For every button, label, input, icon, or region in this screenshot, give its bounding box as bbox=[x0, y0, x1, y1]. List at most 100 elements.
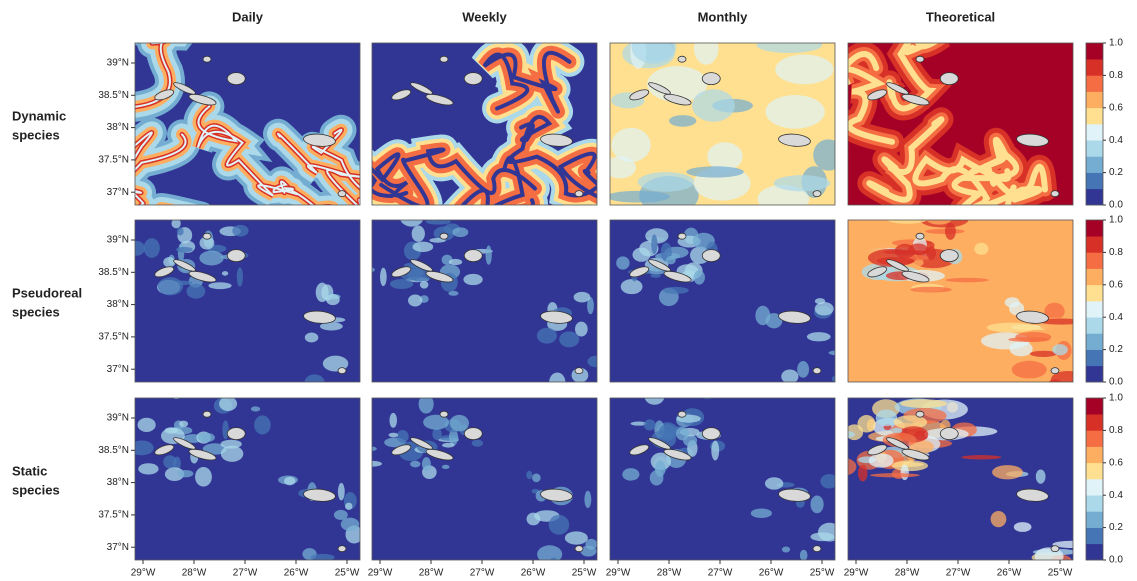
lat-tick-label: 38.5°N bbox=[98, 445, 129, 456]
map-texture bbox=[1052, 344, 1067, 355]
map-texture bbox=[621, 279, 643, 294]
map-background bbox=[848, 220, 1073, 382]
map-texture bbox=[961, 455, 1001, 459]
map-texture bbox=[638, 172, 695, 192]
map-texture bbox=[869, 453, 894, 467]
map-texture bbox=[186, 284, 205, 299]
map-texture bbox=[472, 440, 483, 447]
island bbox=[1051, 368, 1059, 374]
lon-tick-label: 29°W bbox=[131, 568, 156, 579]
map-texture bbox=[604, 156, 636, 178]
island bbox=[338, 368, 346, 374]
colorbar-tick-label: 0.6 bbox=[1109, 457, 1123, 468]
lon-tick-label: 26°W bbox=[521, 568, 546, 579]
colorbar-bin bbox=[1086, 430, 1103, 447]
island bbox=[813, 368, 821, 374]
column-title: Theoretical bbox=[926, 9, 995, 24]
colorbar-bin bbox=[1086, 140, 1103, 157]
map-texture bbox=[669, 115, 696, 127]
map-panel bbox=[127, 209, 384, 398]
island bbox=[702, 250, 720, 262]
map-texture bbox=[341, 518, 359, 531]
map-texture bbox=[892, 460, 928, 471]
map-texture bbox=[345, 503, 352, 510]
colorbar-bin bbox=[1086, 156, 1103, 173]
lon-tick-label: 26°W bbox=[997, 568, 1022, 579]
colorbar-bin bbox=[1086, 189, 1103, 206]
map-texture bbox=[452, 227, 468, 237]
colorbar-tick-label: 1.0 bbox=[1109, 393, 1123, 404]
row-label: Pseudoreal bbox=[12, 285, 82, 300]
colorbar-bin bbox=[1086, 366, 1103, 383]
island bbox=[338, 191, 346, 197]
map-texture bbox=[410, 461, 420, 468]
map-texture bbox=[781, 369, 798, 383]
island bbox=[575, 191, 583, 197]
map-texture bbox=[559, 331, 579, 347]
map-texture bbox=[756, 37, 822, 53]
map-texture bbox=[945, 278, 988, 283]
map-texture bbox=[144, 238, 160, 258]
lat-tick-label: 39°N bbox=[107, 413, 129, 424]
map-texture bbox=[945, 223, 956, 240]
map-texture bbox=[1047, 379, 1064, 393]
map-panel bbox=[364, 390, 597, 575]
map-texture bbox=[543, 562, 568, 568]
island bbox=[440, 56, 448, 62]
island bbox=[440, 411, 448, 417]
map-panel bbox=[604, 30, 843, 215]
colorbar-bin bbox=[1086, 220, 1103, 237]
map-texture bbox=[775, 55, 833, 85]
colorbar-bin bbox=[1086, 92, 1103, 109]
island bbox=[813, 191, 821, 197]
map-texture bbox=[1008, 337, 1050, 342]
colorbar-tick-label: 0.2 bbox=[1109, 522, 1123, 533]
map-texture bbox=[433, 390, 451, 398]
map-texture bbox=[432, 428, 442, 440]
map-texture bbox=[870, 473, 920, 477]
map-texture bbox=[177, 227, 184, 235]
island bbox=[678, 233, 686, 239]
island bbox=[702, 73, 720, 85]
map-texture bbox=[815, 302, 834, 316]
island bbox=[227, 73, 245, 85]
island bbox=[464, 250, 482, 262]
map-texture bbox=[284, 477, 295, 486]
island bbox=[464, 428, 482, 440]
colorbar-bin bbox=[1086, 43, 1103, 60]
map-texture bbox=[800, 550, 808, 561]
map-texture bbox=[638, 386, 656, 396]
map-panel bbox=[130, 390, 386, 563]
map-texture bbox=[338, 483, 345, 500]
map-texture bbox=[574, 292, 591, 303]
lat-tick-label: 38.5°N bbox=[98, 267, 129, 278]
colorbar-bin bbox=[1086, 495, 1103, 512]
map-texture bbox=[651, 234, 657, 254]
map-texture bbox=[138, 418, 156, 432]
colorbar-bin bbox=[1086, 479, 1103, 496]
colorbar-bin bbox=[1086, 252, 1103, 269]
lon-tick-label: 27°W bbox=[233, 568, 258, 579]
map-texture bbox=[584, 491, 591, 508]
lat-tick-label: 38°N bbox=[107, 477, 129, 488]
map-texture bbox=[237, 267, 243, 286]
map-texture bbox=[168, 215, 176, 220]
map-texture bbox=[900, 399, 947, 408]
colorbar-tick-label: 0.0 bbox=[1109, 555, 1123, 566]
map-texture bbox=[711, 441, 719, 461]
colorbar-tick-label: 0.2 bbox=[1109, 167, 1123, 178]
map-texture bbox=[526, 471, 532, 479]
map-texture bbox=[616, 256, 629, 269]
lat-tick-label: 37.5°N bbox=[98, 155, 129, 166]
colorbar-tick-label: 0.2 bbox=[1109, 344, 1123, 355]
colorbar-bin bbox=[1086, 108, 1103, 125]
map-texture bbox=[810, 495, 823, 513]
map-texture bbox=[886, 214, 928, 224]
island bbox=[338, 546, 346, 552]
lon-tick-label: 29°W bbox=[844, 568, 869, 579]
row-label: species bbox=[12, 127, 60, 142]
colorbar-bin bbox=[1086, 350, 1103, 367]
map-texture bbox=[807, 332, 831, 341]
map-texture bbox=[397, 430, 409, 443]
colorbar-tick-label: 0.4 bbox=[1109, 312, 1123, 323]
